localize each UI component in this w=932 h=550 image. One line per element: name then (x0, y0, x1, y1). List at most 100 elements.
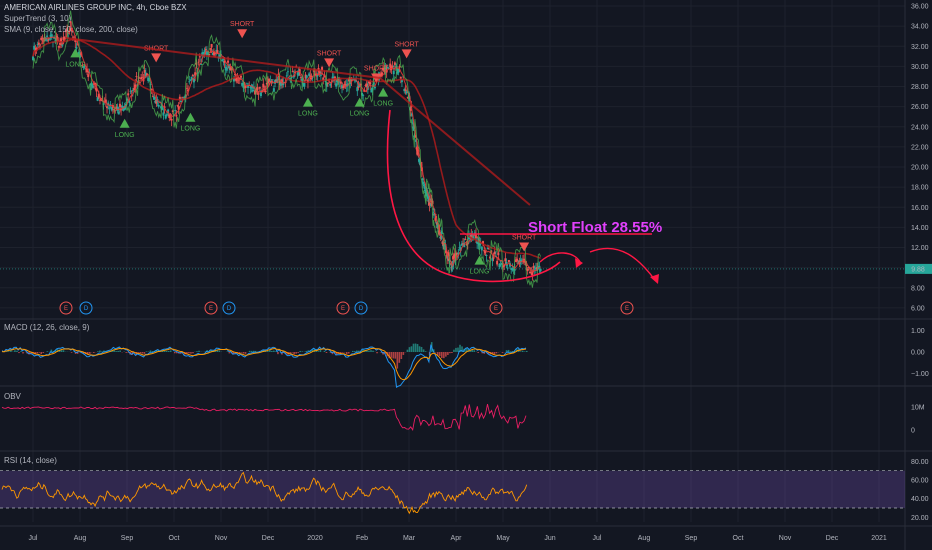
event-marker[interactable] (354, 301, 368, 315)
candle-body (181, 96, 184, 98)
candle-body (129, 90, 132, 92)
event-label: E (341, 306, 345, 312)
macd-histogram-bar (455, 347, 457, 352)
candle-body (180, 100, 183, 103)
event-marker[interactable] (222, 301, 236, 315)
short-signal-marker[interactable] (519, 242, 530, 252)
macd-histogram-bar (509, 351, 512, 352)
long-signal-marker[interactable] (354, 97, 365, 107)
candle-body (53, 36, 56, 39)
macd-histogram-bar (56, 349, 59, 352)
macd-histogram-bar (441, 352, 443, 358)
long-signal-marker[interactable] (302, 97, 313, 107)
event-marker[interactable] (336, 301, 350, 315)
rsi-tick-label: 40.00 (911, 496, 929, 503)
x-tick-label: Nov (779, 535, 792, 542)
candle-body (434, 218, 437, 221)
short-signal-marker[interactable] (401, 49, 412, 59)
candle-body (187, 89, 190, 92)
legend-supertrend[interactable]: SuperTrend (3, 10) (4, 14, 72, 23)
legend-sma[interactable]: SMA (9, close, 150, close, 200, close) (4, 25, 138, 34)
event-marker[interactable] (79, 301, 93, 315)
candle-body (396, 71, 399, 74)
candle-body (308, 73, 311, 76)
candle-body (161, 106, 164, 110)
candle-body (314, 74, 316, 76)
long-signal-marker[interactable] (474, 255, 485, 265)
candle-body (121, 105, 124, 108)
long-signal-marker[interactable] (119, 118, 130, 128)
macd-tick-label: −1.00 (911, 371, 929, 378)
legend-macd[interactable]: MACD (12, 26, close, 9) (4, 323, 90, 332)
candle-body (101, 100, 104, 102)
candle-body (383, 70, 386, 73)
candle-body (467, 236, 470, 240)
candle-body (41, 37, 44, 39)
event-marker[interactable] (489, 301, 503, 315)
candle-body (391, 66, 394, 67)
macd-histogram-bar (519, 351, 522, 352)
macd-histogram-bar (398, 352, 401, 363)
long-signal-marker[interactable] (378, 87, 389, 97)
short-signal-marker[interactable] (237, 29, 248, 39)
candle-body (245, 83, 248, 85)
candle-body (94, 82, 97, 85)
macd-histogram-bar (493, 352, 496, 355)
candle-body (312, 70, 315, 72)
macd-histogram-bar (481, 352, 484, 354)
x-tick-label: Jul (593, 535, 602, 542)
candle-body (235, 78, 238, 82)
candle-body (487, 248, 490, 250)
short-signal-marker[interactable] (324, 58, 335, 68)
candle-body (433, 214, 436, 216)
rsi-pane[interactable] (1, 471, 528, 515)
macd-histogram-bar (101, 351, 103, 352)
macd-histogram-bar (20, 351, 22, 352)
candle-body (64, 29, 67, 33)
obv-pane[interactable] (1, 403, 527, 431)
long-signal-marker[interactable] (185, 112, 196, 122)
macd-histogram-bar (167, 350, 170, 352)
candle-body (215, 49, 218, 51)
event-marker[interactable] (620, 301, 634, 315)
event-marker[interactable] (204, 301, 218, 315)
legend-rsi[interactable]: RSI (14, close) (4, 456, 57, 465)
short-signal-marker[interactable] (151, 53, 162, 63)
macd-histogram-bar (453, 349, 455, 352)
candle-body (247, 85, 250, 88)
candle-body (228, 64, 231, 69)
macd-histogram-bar (443, 352, 445, 359)
candle-body (259, 92, 262, 97)
candle-body (210, 44, 213, 48)
candle-body (200, 63, 203, 65)
candle-body (373, 86, 376, 89)
candle-body (364, 85, 367, 86)
candle-body (439, 237, 442, 239)
candle-body (302, 83, 305, 85)
candle-body (96, 97, 99, 101)
candle-body (465, 243, 468, 245)
obv-tick-label: 10M (911, 405, 925, 412)
macd-histogram-bar (76, 352, 79, 354)
x-tick-label: Aug (74, 535, 87, 542)
candle-body (410, 113, 413, 116)
event-marker[interactable] (59, 301, 73, 315)
price-pane[interactable]: LONGSHORTLONGLONGSHORTSHORTLONGSHORTLONG… (0, 10, 905, 315)
long-signal-marker[interactable] (70, 48, 81, 58)
candle-body (117, 111, 120, 115)
legend-obv[interactable]: OBV (4, 392, 21, 401)
macd-histogram-bar (341, 352, 344, 353)
candle-body (165, 114, 168, 116)
candle-body (264, 90, 267, 93)
macd-histogram-bar (99, 350, 101, 352)
macd-histogram-bar (445, 352, 447, 357)
x-tick-label: 2020 (307, 535, 323, 542)
candle-body (262, 83, 265, 88)
candle-body (86, 69, 89, 73)
macd-histogram-bar (50, 349, 53, 352)
candle-body (198, 56, 201, 58)
macd-pane[interactable] (1, 342, 528, 388)
macd-histogram-bar (216, 349, 219, 352)
candle-body (409, 107, 412, 110)
